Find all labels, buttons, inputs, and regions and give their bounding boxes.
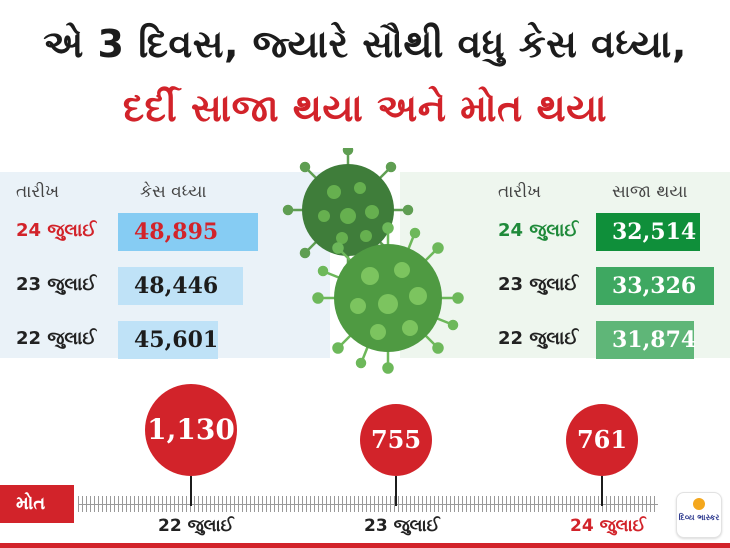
deaths-value-circle: 755 xyxy=(360,404,432,476)
cases-row-date: 23 જુલાઈ xyxy=(16,274,97,295)
cases-date-header: તારીખ xyxy=(16,182,60,202)
recovered-row-date: 23 જુલાઈ xyxy=(498,274,579,295)
recovered-row-value: 33,326 xyxy=(596,267,714,305)
recovered-row-date: 24 જુલાઈ xyxy=(498,220,579,241)
recovered-row-value: 32,514 xyxy=(596,213,700,251)
deaths-date: 22 જુલાઈ xyxy=(158,516,234,536)
timeline-marker xyxy=(190,476,192,506)
cases-row-date: 22 જુલાઈ xyxy=(16,328,97,349)
coronavirus-icon xyxy=(282,148,464,374)
divya-bhaskar-logo: દિવ્ય ભાસ્કર xyxy=(676,492,722,538)
timeline-marker xyxy=(601,476,603,506)
recovered-row-value: 31,874 xyxy=(596,321,696,359)
deaths-value-circle: 761 xyxy=(566,404,638,476)
deaths-value-circle: 1,130 xyxy=(145,384,237,476)
cases-row-value: 45,601 xyxy=(118,321,218,359)
cases-row-value: 48,446 xyxy=(118,267,243,305)
deaths-date: 24 જુલાઈ xyxy=(570,516,646,536)
recovered-value-header: સાજા થયા xyxy=(612,182,688,202)
recovered-date-header: તારીખ xyxy=(498,182,542,202)
recovered-row-date: 22 જુલાઈ xyxy=(498,328,579,349)
deaths-date: 23 જુલાઈ xyxy=(364,516,440,536)
cases-value-header: કેસ વધ્યા xyxy=(140,182,207,202)
headline-line-1: એ 3 દિવસ, જ્યારે સૌથી વધુ કેસ વધ્યા, xyxy=(43,22,687,66)
deaths-label: મોત xyxy=(0,485,74,523)
logo-text: દિવ્ય ભાસ્કર xyxy=(678,513,720,522)
cases-row-value: 48,895 xyxy=(118,213,258,251)
cases-row-date: 24 જુલાઈ xyxy=(16,220,97,241)
timeline-axis xyxy=(78,504,658,505)
sun-icon xyxy=(693,498,705,510)
timeline-marker xyxy=(395,476,397,506)
headline-line-2: દર્દી સાજા થયા અને મોત થયા xyxy=(122,86,608,130)
bottom-border xyxy=(0,543,730,548)
